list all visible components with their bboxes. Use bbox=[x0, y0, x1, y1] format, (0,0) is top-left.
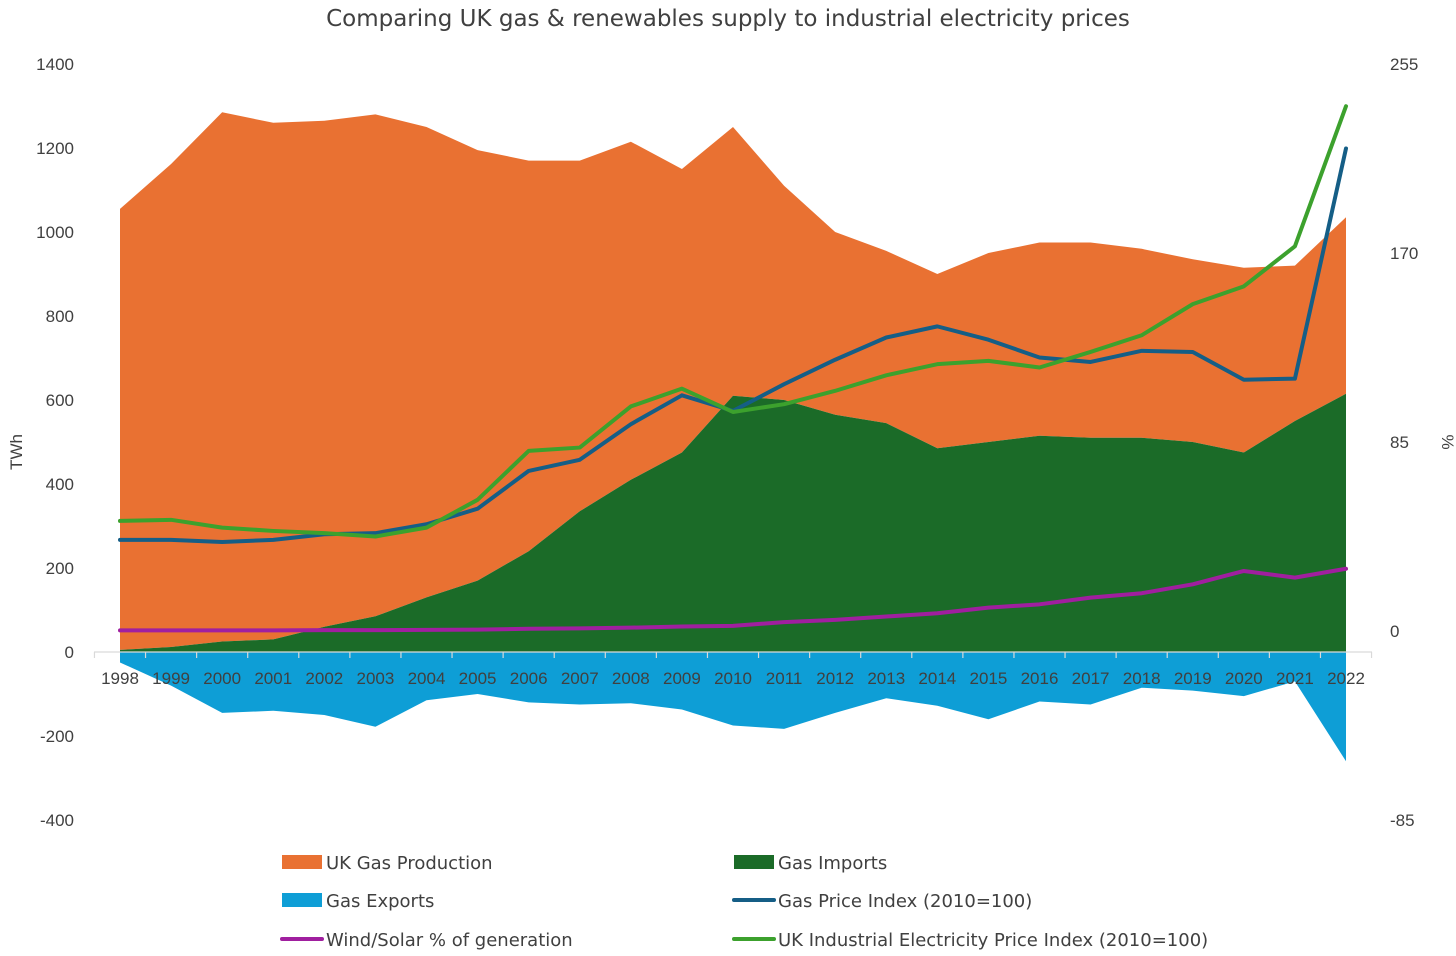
x-tick-label: 2015 bbox=[970, 669, 1008, 688]
legend-label: Gas Exports bbox=[326, 891, 434, 912]
legend-item-uk-industrial-electricity-price-index-2010-100: UK Industrial Electricity Price Index (2… bbox=[732, 930, 1208, 951]
x-tick-label: 1998 bbox=[101, 669, 139, 688]
legend-label: Gas Price Index (2010=100) bbox=[778, 891, 1032, 912]
legend-swatch bbox=[282, 855, 322, 869]
x-tick-label: 2003 bbox=[357, 669, 395, 688]
legend-label: UK Industrial Electricity Price Index (2… bbox=[778, 930, 1208, 951]
x-tick-label: 2022 bbox=[1327, 669, 1365, 688]
legend-item-gas-exports: Gas Exports bbox=[282, 891, 434, 912]
y-left-tick-label: 800 bbox=[46, 307, 74, 326]
x-tick-label: 2012 bbox=[816, 669, 854, 688]
legend-item-gas-price-index-2010-100: Gas Price Index (2010=100) bbox=[732, 891, 1032, 912]
x-tick-label: 2005 bbox=[459, 669, 497, 688]
y-left-tick-label: -200 bbox=[40, 727, 74, 746]
x-tick-label: 2017 bbox=[1072, 669, 1110, 688]
series-area-uk-gas-production bbox=[120, 112, 1346, 650]
y-axis-right-title: % bbox=[1438, 434, 1456, 449]
x-tick-label: 2019 bbox=[1174, 669, 1212, 688]
x-tick-label: 2013 bbox=[867, 669, 905, 688]
legend-label: Wind/Solar % of generation bbox=[326, 930, 573, 951]
y-axis-left-title: TWh bbox=[7, 434, 26, 470]
y-right-tick-label: 255 bbox=[1390, 55, 1418, 74]
x-tick-label: 2008 bbox=[612, 669, 650, 688]
y-right-tick-label: 170 bbox=[1390, 244, 1418, 263]
x-tick-label: 2014 bbox=[918, 669, 956, 688]
y-left-tick-label: -400 bbox=[40, 811, 74, 830]
x-tick-label: 2021 bbox=[1276, 669, 1314, 688]
x-tick-label: 2002 bbox=[305, 669, 343, 688]
x-tick-label: 2007 bbox=[561, 669, 599, 688]
y-right-tick-label: 0 bbox=[1390, 622, 1399, 641]
legend-label: UK Gas Production bbox=[326, 853, 493, 874]
x-tick-label: 2018 bbox=[1123, 669, 1161, 688]
series-line-wind-solar-of-generation bbox=[118, 566, 1348, 633]
series-line-uk-industrial-electricity-price-index-2010-100 bbox=[118, 104, 1348, 539]
y-left-tick-label: 200 bbox=[46, 559, 74, 578]
area-layer bbox=[120, 112, 1346, 762]
series-area-gas-exports bbox=[120, 652, 1346, 762]
x-tick-label: 2001 bbox=[254, 669, 292, 688]
y-left-tick-label: 1400 bbox=[36, 55, 74, 74]
chart-title: Comparing UK gas & renewables supply to … bbox=[326, 6, 1130, 32]
x-tick-label: 2020 bbox=[1225, 669, 1263, 688]
legend-swatch bbox=[282, 893, 322, 907]
y-left-tick-label: 1200 bbox=[36, 139, 74, 158]
legend-item-wind-solar-of-generation: Wind/Solar % of generation bbox=[280, 930, 573, 951]
y-right-tick-label: 85 bbox=[1390, 433, 1409, 452]
line-layer bbox=[118, 104, 1348, 633]
x-tick-label: 2000 bbox=[203, 669, 241, 688]
legend-label: Gas Imports bbox=[778, 853, 887, 874]
legend-item-gas-imports: Gas Imports bbox=[734, 853, 887, 874]
x-tick-label: 2009 bbox=[663, 669, 701, 688]
x-axis-line bbox=[93, 651, 1373, 658]
x-tick-label: 2016 bbox=[1021, 669, 1059, 688]
y-right-tick-label: -85 bbox=[1390, 811, 1415, 830]
x-tick-label: 2011 bbox=[766, 669, 803, 688]
x-tick-label: 1999 bbox=[152, 669, 190, 688]
legend-swatch bbox=[734, 855, 774, 869]
x-tick-label: 2010 bbox=[714, 669, 752, 688]
y-left-tick-label: 600 bbox=[46, 391, 74, 410]
y-axis-right-tick-labels: 255 170 85 0 -85 bbox=[1390, 55, 1418, 830]
x-tick-label: 2004 bbox=[408, 669, 446, 688]
x-tick-label: 2006 bbox=[510, 669, 548, 688]
y-left-tick-label: 1000 bbox=[36, 223, 74, 242]
y-left-tick-label: 400 bbox=[46, 475, 74, 494]
x-axis-tick-labels: 1998 1999 2000 2001 2002 2003 2004 2005 2006 2007… bbox=[101, 669, 1365, 688]
legend-item-uk-gas-production: UK Gas Production bbox=[282, 853, 493, 874]
series-area-gas-imports bbox=[120, 393, 1346, 652]
y-axis-left-tick-labels: 1400 1200 1000 800 600 400 200 0 -200 -400 bbox=[36, 55, 74, 830]
y-left-tick-label: 0 bbox=[65, 643, 74, 662]
legend: UK Gas Production Gas Imports Gas Exports G… bbox=[280, 853, 1208, 951]
